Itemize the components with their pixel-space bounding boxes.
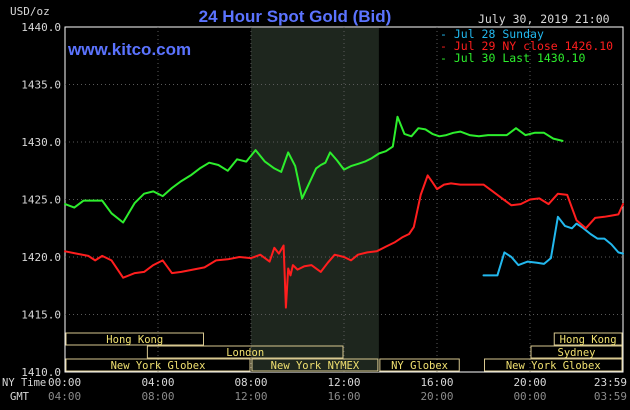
x-tick-label-ny: 20:00 xyxy=(513,376,546,389)
y-tick-label: 1440.0 xyxy=(21,21,61,34)
legend-jul28: - Jul 28 Sunday xyxy=(440,27,544,41)
y-tick-label: 1435.0 xyxy=(21,79,61,92)
x-tick-label-ny: 16:00 xyxy=(420,376,453,389)
x-tick-label-gmt: 00:00 xyxy=(513,390,546,403)
y-tick-label: 1410.0 xyxy=(21,366,61,379)
session-bar xyxy=(484,358,623,372)
series-line-jul29 xyxy=(64,174,624,309)
series-line-jul30 xyxy=(64,115,564,224)
legend-jul29: - Jul 29 NY close 1426.10 xyxy=(440,39,613,53)
y-tick-label: 1430.0 xyxy=(21,136,61,149)
x-tick-label-ny: 12:00 xyxy=(327,376,360,389)
nymex-hours-band xyxy=(251,28,379,372)
x-axis-label-ny: NY Time xyxy=(2,377,46,389)
session-bar xyxy=(65,358,251,372)
x-axis-label-gmt: GMT xyxy=(10,391,30,403)
session-label: Hong Kong xyxy=(106,334,163,346)
x-tick-label-gmt: 03:59 xyxy=(594,390,627,403)
price-lines xyxy=(64,115,624,309)
x-tick-label-ny: 08:00 xyxy=(234,376,267,389)
date-label: July 30, 2019 21:00 xyxy=(478,12,610,26)
session-label: Hong Kong xyxy=(560,334,617,346)
watermark: www.kitco.com xyxy=(67,40,191,59)
axes: 1440.0 1435.0 1430.0 1425.0 1420.0 1415.0 1410… xyxy=(21,21,627,403)
x-tick-label-gmt: 16:00 xyxy=(327,390,360,403)
session-label: New York Globex xyxy=(506,360,601,372)
series-line-jul28 xyxy=(482,215,624,277)
y-tick-label: 1420.0 xyxy=(21,251,61,264)
session-bar xyxy=(553,332,623,346)
y-tick-label: 1415.0 xyxy=(21,309,61,322)
session-label: New York Globex xyxy=(111,360,206,372)
x-tick-label-gmt: 12:00 xyxy=(234,390,267,403)
session-bar xyxy=(65,332,204,346)
x-tick-label-gmt: 20:00 xyxy=(420,390,453,403)
session-bar xyxy=(379,358,460,372)
x-tick-label-gmt: 04:00 xyxy=(48,390,81,403)
x-tick-label-ny: 04:00 xyxy=(141,376,174,389)
x-tick-label-ny: 23:59 xyxy=(594,376,627,389)
y-tick-label: 1425.0 xyxy=(21,194,61,207)
chart-title: 24 Hour Spot Gold (Bid) xyxy=(199,7,392,26)
session-bar xyxy=(146,345,344,359)
session-label: NY Globex xyxy=(391,360,448,372)
x-tick-label-gmt: 08:00 xyxy=(141,390,174,403)
legend-jul30: - Jul 30 Last 1430.10 xyxy=(440,51,585,65)
session-label: New York NYMEX xyxy=(271,360,360,372)
session-bar xyxy=(530,345,623,359)
session-label: London xyxy=(226,347,264,359)
units-label: USD/oz xyxy=(10,5,50,18)
session-bar xyxy=(251,358,379,372)
session-label: Sydney xyxy=(558,347,596,359)
x-tick-label-ny: 00:00 xyxy=(48,376,81,389)
